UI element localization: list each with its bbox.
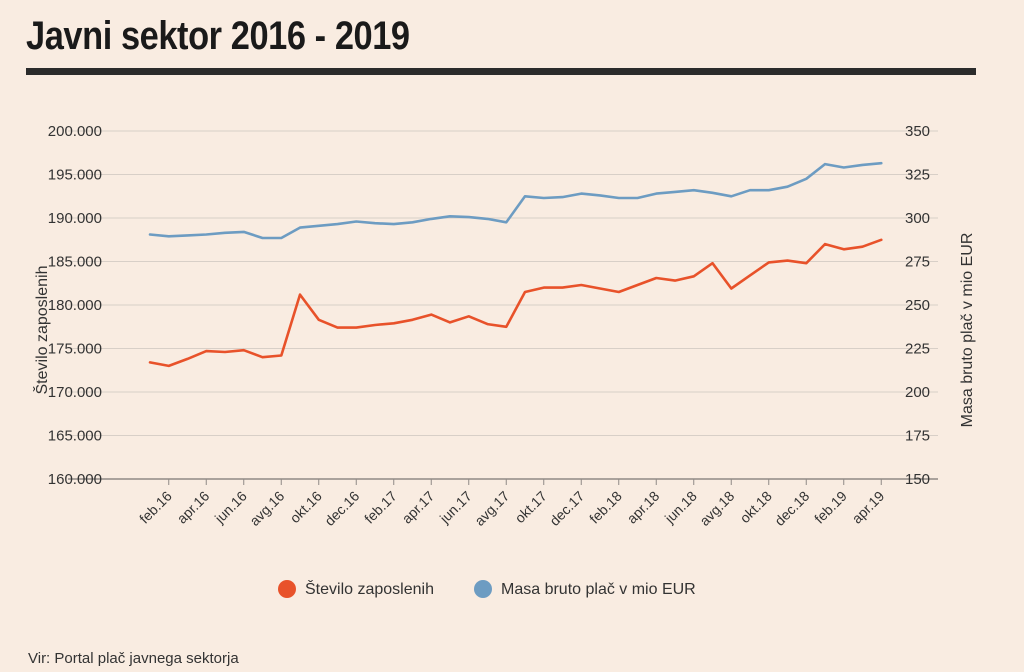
chart-legend: Število zaposlenih Masa bruto plač v mio … xyxy=(278,579,696,598)
employees-series-line xyxy=(148,238,883,368)
left-tick-label: 160.000 xyxy=(48,471,102,488)
x-tick-label: apr.18 xyxy=(624,488,663,527)
left-tick-label: 175.000 xyxy=(48,341,102,358)
legend-swatch xyxy=(278,580,296,598)
right-tick-label: 300 xyxy=(905,210,930,227)
right-tick-label: 250 xyxy=(905,297,930,314)
left-tick-label: 195.000 xyxy=(48,167,102,184)
x-tick-label: jun.16 xyxy=(211,488,250,527)
x-tick-label: dec.16 xyxy=(321,488,362,529)
right-tick-label: 325 xyxy=(905,167,930,184)
left-tick-label: 165.000 xyxy=(48,428,102,445)
wages-series-line xyxy=(148,161,883,240)
x-tick-label: dec.18 xyxy=(771,488,812,529)
title-divider xyxy=(26,68,976,75)
x-tick-label: apr.17 xyxy=(399,488,438,527)
right-tick-label: 200 xyxy=(905,384,930,401)
right-tick-label: 175 xyxy=(905,428,930,445)
legend-swatch xyxy=(474,580,492,598)
x-tick-label: feb.16 xyxy=(136,488,175,527)
x-tick-label: avg.18 xyxy=(696,488,737,529)
line-chart: 200.000 195.000 190.000 185.000 180.000 175.0… xyxy=(32,123,976,598)
gridlines xyxy=(68,130,938,480)
x-tick-label: dec.17 xyxy=(546,488,587,529)
x-tick-label: feb.19 xyxy=(811,488,850,527)
right-axis-ticks: 350 325 300 275 250 225 200 175 150 xyxy=(905,123,930,488)
left-tick-label: 185.000 xyxy=(48,254,102,271)
x-tick-label: avg.16 xyxy=(246,488,287,529)
source-note: Vir: Portal plač javnega sektorja xyxy=(28,650,239,667)
right-axis-label: Masa bruto plač v mio EUR xyxy=(959,233,976,428)
x-tick-label: okt.17 xyxy=(512,488,550,526)
x-tick-label: okt.18 xyxy=(737,488,775,526)
series-lines xyxy=(148,161,883,368)
x-tick-label: apr.19 xyxy=(849,488,888,527)
x-tick-label: jun.17 xyxy=(436,488,475,527)
left-tick-label: 180.000 xyxy=(48,297,102,314)
left-tick-label: 190.000 xyxy=(48,210,102,227)
right-tick-label: 275 xyxy=(905,254,930,271)
legend-label: Število zaposlenih xyxy=(305,579,434,598)
left-tick-label: 200.000 xyxy=(48,123,102,140)
legend-label: Masa bruto plač v mio EUR xyxy=(501,581,696,598)
right-tick-label: 350 xyxy=(905,123,930,140)
x-tick-label: feb.17 xyxy=(361,488,400,527)
x-tick-label: avg.17 xyxy=(471,488,512,529)
x-tick-label: feb.18 xyxy=(586,488,625,527)
left-axis-label: Število zaposlenih xyxy=(32,266,51,395)
right-tick-label: 150 xyxy=(905,471,930,488)
page-title: Javni sektor 2016 - 2019 xyxy=(26,14,410,58)
right-tick-label: 225 xyxy=(905,341,930,358)
x-tick-label: okt.16 xyxy=(287,488,325,526)
x-tick-label: jun.18 xyxy=(661,488,700,527)
left-axis-ticks: 200.000 195.000 190.000 185.000 180.000 175.0… xyxy=(48,123,102,488)
x-tick-label: apr.16 xyxy=(174,488,213,527)
left-tick-label: 170.000 xyxy=(48,384,102,401)
